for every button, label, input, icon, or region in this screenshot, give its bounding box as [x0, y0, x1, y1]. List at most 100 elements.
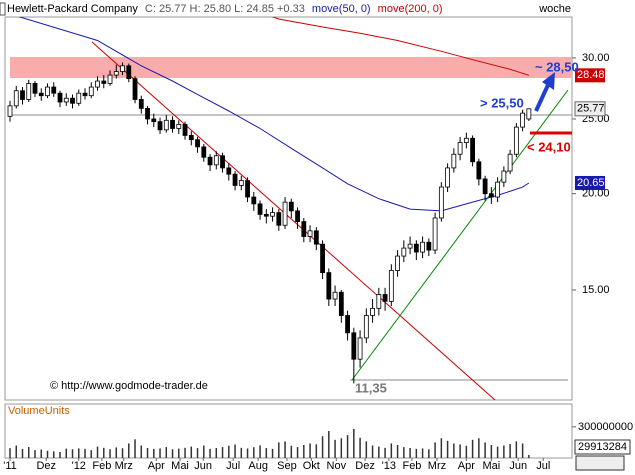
last-close-label: 25.77 [577, 103, 605, 115]
candle-body [63, 97, 69, 103]
candle-body [263, 214, 269, 217]
x-tick-label: '12 [72, 460, 86, 472]
candle-body [220, 155, 225, 169]
candle-body [163, 119, 169, 131]
y-tick-label: 30.00 [582, 52, 610, 64]
candle-body [195, 139, 200, 148]
x-tick-label: Feb [402, 460, 421, 472]
candle-body [245, 180, 250, 198]
candle-body [488, 193, 494, 198]
x-tick-label: Aug [248, 460, 268, 472]
candle-body [70, 97, 75, 104]
last-value-label: 20.65 [577, 177, 605, 189]
candle-body [301, 221, 307, 237]
candle-body [401, 247, 407, 257]
candle-body [176, 123, 182, 129]
trend-line [91, 41, 496, 400]
x-tick-label: Nov [327, 460, 347, 472]
candle-body [207, 156, 213, 166]
candle-body [113, 71, 119, 76]
candle-body [88, 86, 94, 97]
candle-body [38, 92, 44, 97]
candle-body [451, 153, 457, 169]
candle-body [482, 178, 488, 195]
legend-entry: move(200, 0) [378, 3, 443, 15]
volume-panel [4, 403, 573, 459]
candle-body [107, 74, 113, 84]
candle-body [126, 65, 132, 80]
x-tick-label: Mrz [428, 460, 446, 472]
candle-body [270, 212, 275, 217]
candle-body [238, 180, 244, 186]
x-tick-label: Jun [194, 460, 212, 472]
volume-label: VolumeUnits [8, 405, 70, 417]
candle-body [501, 170, 507, 183]
period: woche [538, 3, 571, 15]
toolbar-icon [575, 455, 625, 471]
candle-body [82, 92, 88, 97]
candle-body [226, 167, 232, 175]
candle-body [170, 119, 175, 129]
candle-body [338, 291, 344, 316]
candle-body [495, 181, 501, 198]
candle-body [288, 201, 294, 212]
candle-body [413, 243, 419, 253]
candle-body [26, 83, 32, 100]
annotation: < 24,10 [527, 139, 571, 154]
candle-body [32, 83, 38, 94]
candle-body [388, 270, 394, 302]
candle-body [376, 294, 382, 309]
candle-body [232, 173, 238, 186]
last-value-label: 28.48 [577, 69, 605, 81]
x-tick-label: '11 [3, 460, 17, 472]
arrow [534, 84, 550, 112]
candle-body [157, 121, 163, 131]
trend-line [351, 89, 569, 381]
header: Hewlett-Packard Company C: 25.77 H: 25.8… [7, 3, 442, 15]
candle-body [138, 99, 144, 109]
annotation: © http://www.godmode-trader.de [50, 380, 208, 392]
candle-body [382, 294, 388, 302]
x-tick-label: Feb [92, 460, 111, 472]
annotation: 11,35 [355, 380, 387, 395]
candle-body [257, 203, 263, 215]
candle-body [182, 123, 188, 136]
candle-body [51, 86, 57, 94]
moving-average-line [18, 17, 530, 212]
candle-body [370, 307, 375, 316]
candle-body [307, 230, 313, 237]
x-tick-label: Dez [355, 460, 375, 472]
candle-body [101, 80, 107, 84]
candle-body [357, 337, 363, 360]
candle-body [470, 137, 476, 163]
candle-body [295, 210, 300, 223]
x-tick-label: Okt [303, 460, 320, 472]
x-tick-label: Mai [171, 460, 189, 472]
candle-body [507, 153, 513, 172]
volume-tick-label: 300000000 [578, 421, 633, 433]
x-tick-label: Dez [36, 460, 56, 472]
annotation: ~ 28,50 [535, 59, 579, 74]
candle-body [438, 186, 444, 219]
volume-last-label: 29913284 [578, 441, 627, 453]
chart-title: Hewlett-Packard Company [7, 3, 138, 15]
x-tick-label: Jul [536, 460, 550, 472]
x-tick-label: Mai [482, 460, 500, 472]
candle-body [351, 332, 357, 360]
candle-body [395, 255, 400, 271]
x-tick-label: '13 [382, 460, 396, 472]
candle-body [345, 315, 350, 334]
x-tick-label: Mrz [115, 460, 133, 472]
candle-body [326, 272, 332, 300]
candle-body [363, 315, 369, 339]
candle-body [282, 201, 288, 226]
candle-body [445, 167, 450, 188]
volume-box [574, 439, 631, 455]
corner-icon [0, 2, 6, 16]
price-marks [7, 17, 532, 384]
candle-body [476, 161, 482, 180]
candle-body [320, 243, 325, 274]
candle-body [132, 78, 138, 100]
candle-body [420, 241, 425, 253]
candle-body [276, 212, 282, 226]
